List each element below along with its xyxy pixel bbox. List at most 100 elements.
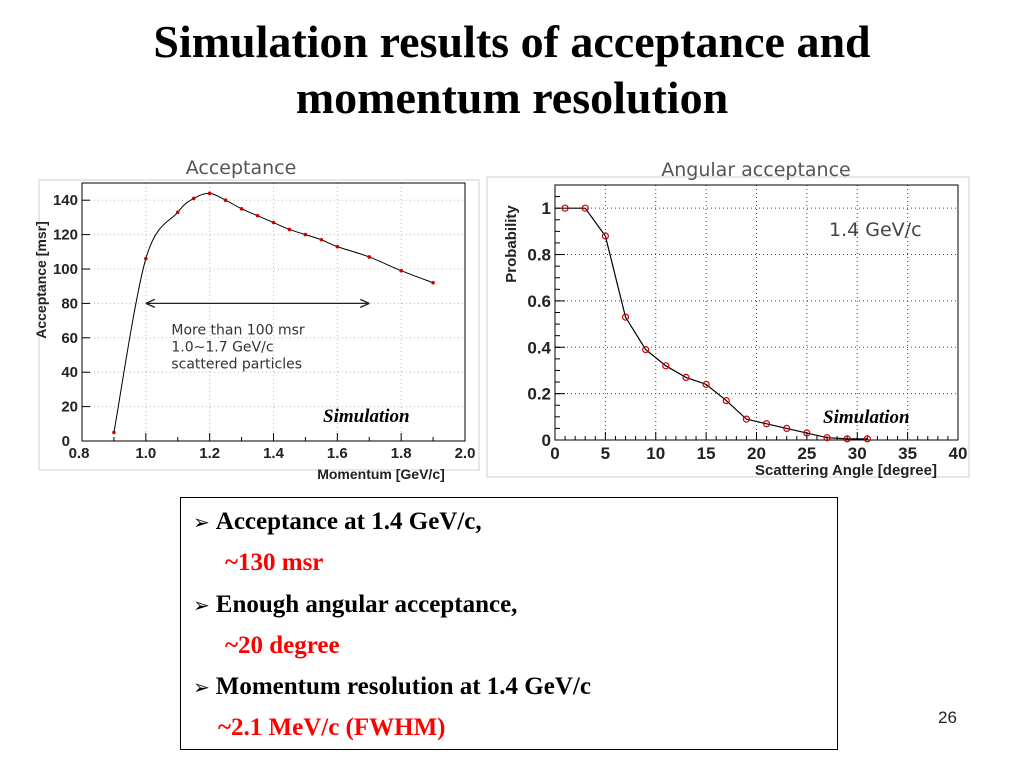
angular-plot-area xyxy=(554,184,959,441)
angular-x-label: Scattering Angle [degree] xyxy=(755,462,937,479)
x-tick-label: 2.0 xyxy=(455,445,476,462)
angular-data-point xyxy=(803,429,811,437)
y-tick-label: 0.4 xyxy=(527,338,551,357)
y-tick-label: 40 xyxy=(61,364,78,381)
angular-data-point xyxy=(702,380,710,388)
acceptance-data-point xyxy=(335,244,340,249)
acceptance-x-label: Momentum [GeV/c] xyxy=(317,466,445,482)
acceptance-axes xyxy=(81,182,466,442)
x-tick-label: 1.8 xyxy=(391,445,412,462)
angular-data-point xyxy=(581,204,589,212)
acceptance-data-point xyxy=(303,232,308,237)
x-tick-label: 1.6 xyxy=(327,445,348,462)
acceptance-plot-area xyxy=(81,182,466,442)
angular-simulation-label: Simulation xyxy=(823,407,910,428)
acceptance-data-point xyxy=(207,191,212,196)
acceptance-y-ticks: 0 20 40 60 80 100 120 140 xyxy=(53,192,78,450)
angular-y-label: Probability xyxy=(503,205,520,283)
angular-x-ticks: 0 5 10 15 20 25 30 35 40 xyxy=(550,444,967,463)
acceptance-chart: Acceptance 0.8 1.0 1.2 1.4 1.6 1.8 2.0 0 20 40 60… xyxy=(36,157,480,482)
acceptance-data-point xyxy=(239,207,244,211)
angular-data-point xyxy=(762,420,771,428)
angular-data-point xyxy=(621,313,630,321)
x-tick-label: 35 xyxy=(898,444,917,463)
summary-item-3-value: ~2.1 MeV/c (FWHM) xyxy=(218,714,446,741)
acceptance-y-label: Acceptance [msr] xyxy=(36,221,49,339)
arrow-bullet-icon: ➢ xyxy=(193,593,210,617)
acceptance-x-ticks: 0.8 1.0 1.2 1.4 1.6 1.8 2.0 xyxy=(69,445,476,462)
x-tick-label: 10 xyxy=(646,444,665,463)
angular-data-point xyxy=(682,373,690,382)
x-tick-label: 15 xyxy=(697,444,716,463)
acceptance-data-point xyxy=(287,227,292,232)
arrow-bullet-icon: ➢ xyxy=(193,675,210,699)
acceptance-grid xyxy=(82,183,465,441)
acceptance-data-point xyxy=(431,280,435,285)
page-number: 26 xyxy=(938,708,957,727)
angular-data-point xyxy=(863,435,871,443)
angular-acceptance-chart: Angular acceptance 0 5 10 15 20 25 30 35 40 0 0.2… xyxy=(486,159,970,479)
acceptance-series xyxy=(112,191,435,435)
angular-frame xyxy=(486,176,970,478)
y-tick-label: 0 xyxy=(62,433,70,450)
summary-box: ➢ Acceptance at 1.4 GeV/c, ~130 msr ➢ Enou… xyxy=(180,497,838,750)
y-tick-label: 0.6 xyxy=(527,292,551,311)
acceptance-simulation-label: Simulation xyxy=(323,406,410,427)
angular-data-point xyxy=(662,362,670,370)
y-tick-label: 20 xyxy=(61,399,78,416)
x-tick-label: 40 xyxy=(949,444,968,463)
angular-grid xyxy=(555,185,958,440)
arrow-bullet-icon: ➢ xyxy=(193,510,210,534)
acceptance-data-point xyxy=(223,198,228,202)
angular-data-point xyxy=(742,415,751,423)
acceptance-data-point xyxy=(255,213,260,218)
angular-data-point xyxy=(561,204,569,212)
angular-curve xyxy=(565,207,868,440)
acceptance-data-point xyxy=(399,268,403,273)
y-tick-label: 1 xyxy=(542,199,551,218)
annotation-arrow-right-icon xyxy=(359,298,370,308)
summary-item-angular: ➢ Enough angular acceptance, xyxy=(193,590,517,620)
y-tick-label: 140 xyxy=(53,192,78,209)
acceptance-frame xyxy=(38,179,480,471)
y-tick-label: 0 xyxy=(542,431,551,450)
summary-item-2-text: Enough angular acceptance, xyxy=(215,591,518,618)
x-tick-label: 30 xyxy=(848,444,867,463)
acceptance-data-point xyxy=(175,210,180,215)
angular-data-point xyxy=(642,345,650,354)
x-tick-label: 25 xyxy=(797,444,816,463)
angular-chart-title: Angular acceptance xyxy=(661,159,850,181)
title-line-2: momentum resolution xyxy=(295,72,729,123)
angular-data-point xyxy=(722,396,730,405)
slide-title: Simulation results of acceptance and mom… xyxy=(0,14,1024,126)
summary-item-1-value: ~130 msr xyxy=(225,549,324,576)
angular-y-ticks: 0 0.2 0.4 0.6 0.8 1 xyxy=(527,199,551,450)
angular-data-point xyxy=(783,424,791,433)
acceptance-curve xyxy=(113,192,434,433)
angular-energy-label: 1.4 GeV/c xyxy=(829,219,922,241)
acceptance-data-point xyxy=(191,196,196,201)
summary-item-3-text: Momentum resolution at 1.4 GeV/c xyxy=(215,673,591,700)
x-tick-label: 1.0 xyxy=(135,445,156,462)
acceptance-data-point xyxy=(367,255,372,259)
annotation-text-line: scattered particles xyxy=(171,356,302,372)
x-tick-label: 5 xyxy=(601,444,610,463)
summary-item-2-value: ~20 degree xyxy=(225,632,340,659)
x-tick-label: 0 xyxy=(550,444,559,463)
y-tick-label: 80 xyxy=(61,295,78,312)
y-tick-label: 100 xyxy=(53,261,78,278)
angular-series xyxy=(561,204,871,443)
x-tick-label: 20 xyxy=(747,444,766,463)
acceptance-data-point xyxy=(144,256,148,261)
angular-data-point xyxy=(823,434,831,442)
y-tick-label: 60 xyxy=(61,330,78,347)
y-tick-label: 0.8 xyxy=(527,246,551,265)
angular-axes xyxy=(554,184,959,441)
summary-item-1-text: Acceptance at 1.4 GeV/c, xyxy=(215,508,482,535)
y-tick-label: 0.2 xyxy=(527,385,551,404)
angular-data-point xyxy=(843,435,851,443)
title-line-1: Simulation results of acceptance and xyxy=(153,16,871,67)
annotation-text-line: More than 100 msr xyxy=(171,322,305,338)
angular-data-point xyxy=(601,232,609,240)
